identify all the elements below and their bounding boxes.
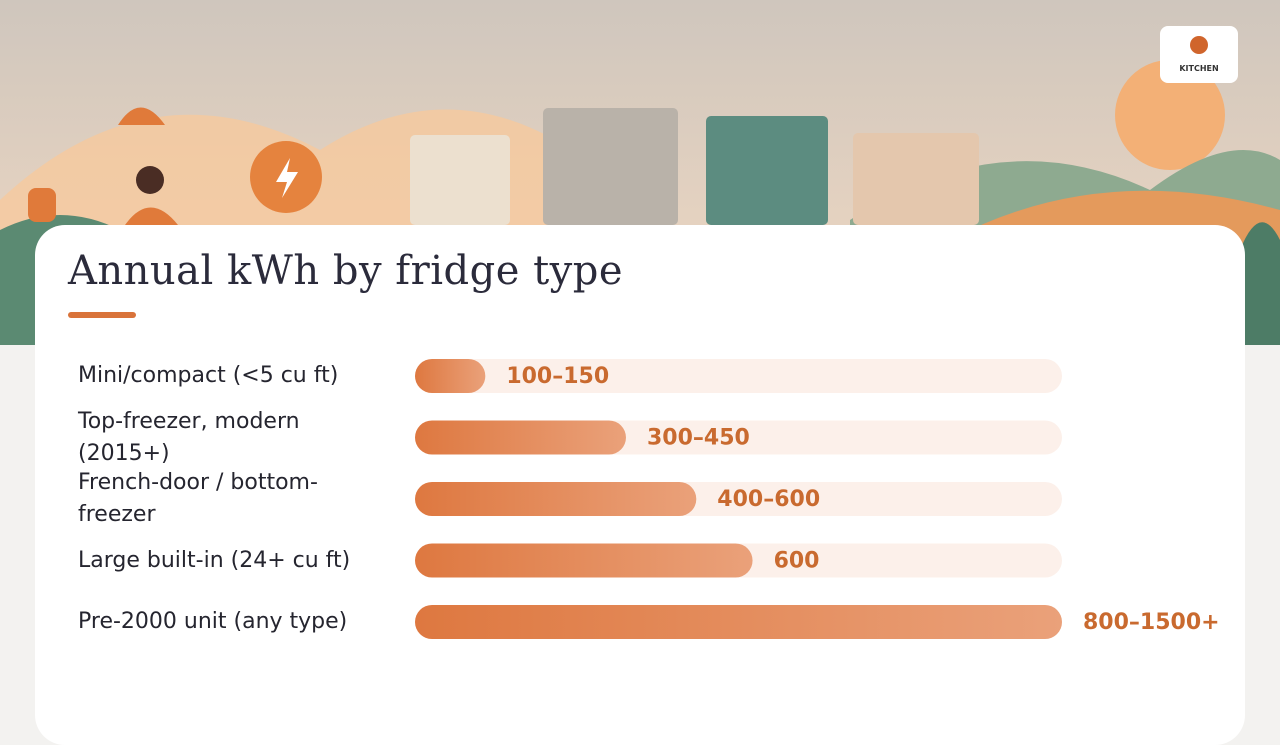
bar xyxy=(415,359,486,393)
value-label: 400–600 xyxy=(717,487,820,512)
chart-title: Annual kWh by fridge type xyxy=(68,248,624,294)
value-label: 600 xyxy=(774,549,820,574)
value-label: 800–1500+ xyxy=(1083,610,1220,635)
value-label: 300–450 xyxy=(647,426,750,451)
category-label: Mini/compact (<5 cu ft) xyxy=(78,363,339,388)
bar xyxy=(415,543,753,578)
bar xyxy=(415,605,1062,639)
category-label: Pre-2000 unit (any type) xyxy=(78,609,348,634)
title-underline xyxy=(68,312,136,318)
logo: KITCHEN xyxy=(1160,26,1238,83)
category-label: Top-freezer, modern (2015+) xyxy=(78,408,300,466)
bar-track xyxy=(415,359,1062,393)
value-label: 100–150 xyxy=(506,364,609,389)
chart: 100–150 300–450 400–600 600 800–1500+ xyxy=(415,359,1220,639)
bar xyxy=(415,482,697,516)
bar xyxy=(415,420,626,455)
category-label: Large built-in (24+ cu ft) xyxy=(78,547,351,573)
category-label: French-door / bottom-freezer xyxy=(78,470,318,527)
logo-text: KITCHEN xyxy=(1179,64,1219,73)
